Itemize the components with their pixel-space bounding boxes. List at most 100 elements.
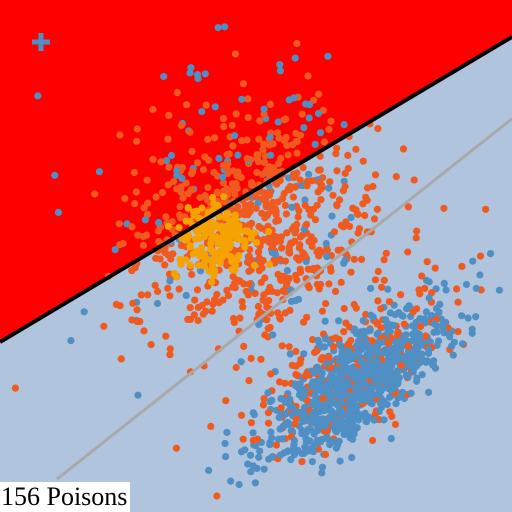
data-point	[482, 205, 490, 213]
data-point	[308, 458, 316, 466]
data-point	[147, 341, 155, 349]
data-point	[223, 261, 231, 269]
data-point	[352, 145, 360, 153]
data-point	[387, 435, 395, 443]
data-point	[244, 114, 252, 122]
data-point	[100, 322, 108, 330]
data-point	[281, 309, 289, 317]
data-point	[327, 267, 335, 275]
data-point	[291, 54, 299, 62]
data-point	[311, 140, 319, 148]
data-point	[317, 196, 325, 204]
data-point	[422, 332, 430, 340]
data-point	[281, 273, 289, 281]
data-point	[260, 465, 268, 473]
data-point	[363, 184, 372, 192]
data-point	[249, 462, 257, 470]
data-point	[254, 302, 262, 310]
data-point	[161, 261, 169, 269]
data-point	[310, 369, 318, 377]
data-point	[293, 149, 301, 157]
data-point	[186, 217, 194, 225]
data-point	[356, 332, 364, 340]
data-point	[325, 404, 333, 412]
data-point	[415, 286, 423, 294]
data-point	[388, 321, 397, 329]
data-point	[454, 298, 462, 306]
data-point	[143, 210, 152, 218]
data-point	[325, 184, 333, 192]
data-point	[121, 195, 129, 203]
data-point	[239, 303, 247, 311]
data-point	[420, 316, 428, 324]
data-point	[164, 181, 172, 189]
data-point	[409, 330, 417, 338]
data-point	[486, 250, 495, 258]
data-point	[350, 400, 358, 408]
data-point	[201, 70, 209, 78]
data-point	[186, 128, 194, 136]
data-point	[359, 157, 367, 165]
data-point	[409, 368, 417, 376]
data-point	[233, 256, 241, 264]
data-point	[323, 433, 331, 441]
data-point	[164, 222, 172, 230]
data-point	[302, 220, 311, 229]
data-point	[214, 255, 222, 263]
data-point	[356, 385, 364, 393]
data-point	[317, 280, 325, 289]
data-point	[361, 372, 369, 380]
data-point	[219, 115, 227, 123]
data-point	[264, 409, 272, 417]
data-point	[223, 428, 231, 436]
data-point	[319, 395, 327, 403]
data-point	[332, 428, 340, 436]
data-point	[418, 272, 426, 280]
data-point	[247, 468, 255, 476]
data-point	[361, 211, 369, 220]
data-point	[407, 389, 415, 397]
data-point	[296, 233, 305, 241]
data-point	[325, 353, 333, 361]
data-point	[303, 397, 311, 405]
data-point	[338, 379, 347, 387]
data-point	[177, 260, 185, 269]
data-point	[214, 240, 222, 248]
data-point	[369, 436, 377, 445]
data-point	[357, 255, 366, 263]
data-point	[359, 396, 367, 405]
data-point	[292, 226, 300, 234]
data-point	[322, 300, 330, 308]
data-point	[285, 96, 293, 104]
data-point	[273, 289, 281, 297]
data-point	[51, 171, 59, 179]
data-point	[348, 453, 356, 462]
data-point	[130, 168, 138, 177]
poison-count-caption: 156 Poisons	[0, 482, 131, 512]
data-point	[268, 434, 276, 442]
data-point	[317, 181, 326, 189]
data-point	[246, 201, 254, 209]
data-point	[11, 384, 19, 392]
data-point	[384, 285, 392, 293]
data-point	[223, 164, 231, 172]
data-point	[364, 352, 372, 361]
data-point	[380, 416, 388, 424]
data-point	[399, 353, 407, 361]
data-point	[215, 154, 223, 162]
data-point	[422, 358, 430, 366]
data-point	[469, 257, 477, 265]
data-point	[446, 333, 454, 341]
data-point	[205, 267, 213, 275]
data-point	[412, 342, 420, 350]
data-point	[454, 328, 462, 336]
data-point	[219, 173, 227, 181]
data-point	[362, 193, 370, 201]
data-point	[350, 369, 359, 377]
data-point	[300, 124, 308, 132]
data-point	[195, 261, 203, 269]
data-point	[426, 338, 434, 346]
data-point	[440, 204, 448, 212]
data-point	[186, 242, 194, 250]
data-point	[155, 219, 163, 227]
